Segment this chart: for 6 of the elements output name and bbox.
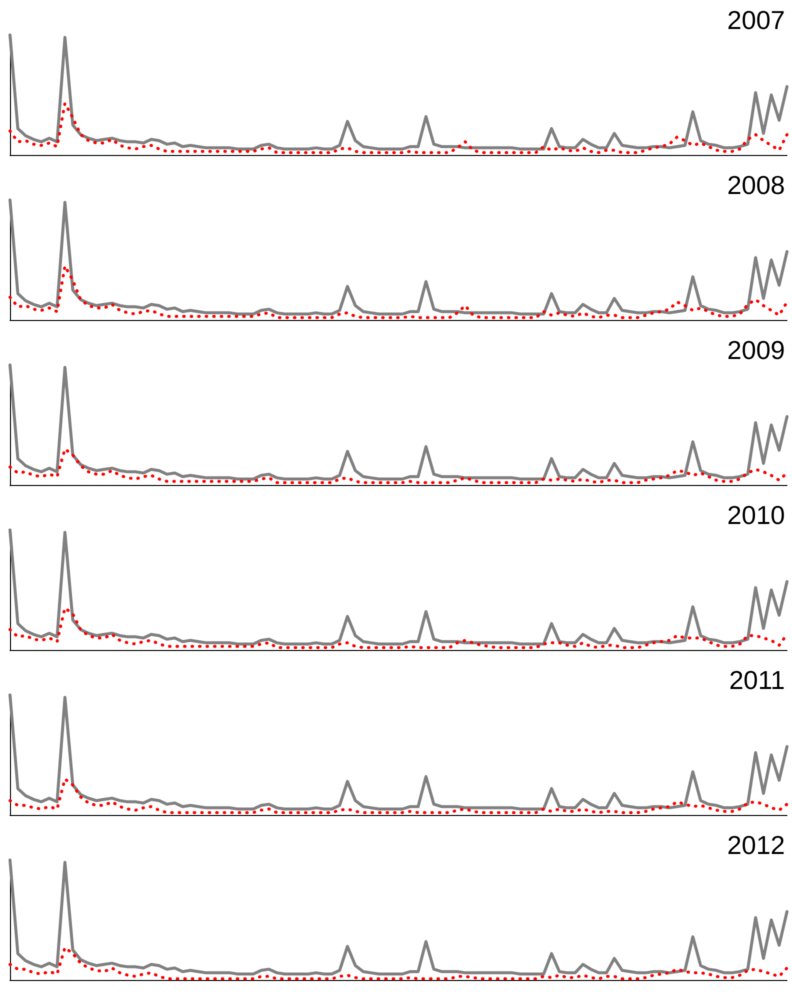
chart-title: 2008 xyxy=(727,170,786,200)
chart-title: 2007 xyxy=(727,5,786,35)
chart-title: 2012 xyxy=(727,830,786,860)
chart-title: 2011 xyxy=(729,665,786,695)
chart-title: 2010 xyxy=(727,500,786,530)
chart-title: 2009 xyxy=(727,335,786,365)
